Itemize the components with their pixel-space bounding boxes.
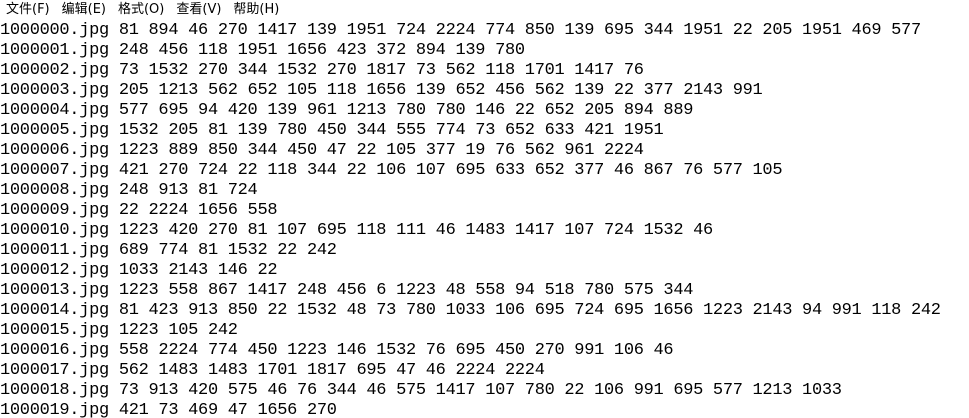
text-line: 1000008.jpg 248 913 81 724: [0, 181, 969, 201]
line-values: 205 1213 562 652 105 118 1656 139 652 45…: [118, 81, 763, 100]
text-line: 1000004.jpg 577 695 94 420 139 961 1213 …: [0, 101, 969, 121]
line-filename: 1000014.jpg: [0, 301, 109, 320]
line-filename: 1000015.jpg: [0, 321, 109, 340]
line-values: 73 1532 270 344 1532 270 1817 73 562 118…: [118, 61, 644, 80]
text-line: 1000019.jpg 421 73 469 47 1656 270: [0, 401, 969, 418]
line-filename: 1000007.jpg: [0, 161, 109, 180]
menu-bar: 文件(F) 编辑(E) 格式(O) 查看(V) 帮助(H): [0, 0, 969, 21]
text-line: 1000001.jpg 248 456 118 1951 1656 423 37…: [0, 41, 969, 61]
menu-format[interactable]: 格式(O): [117, 2, 165, 17]
text-line: 1000016.jpg 558 2224 774 450 1223 146 15…: [0, 341, 969, 361]
text-line: 1000015.jpg 1223 105 242: [0, 321, 969, 341]
line-filename: 1000000.jpg: [0, 21, 109, 40]
line-values: 1223 105 242: [118, 321, 238, 340]
line-values: 1223 889 850 344 450 47 22 105 377 19 76…: [118, 141, 644, 160]
line-filename: 1000016.jpg: [0, 341, 109, 360]
line-filename: 1000005.jpg: [0, 121, 109, 140]
line-values: 562 1483 1483 1701 1817 695 47 46 2224 2…: [118, 361, 545, 380]
menu-view[interactable]: 查看(V): [176, 2, 222, 17]
line-filename: 1000013.jpg: [0, 281, 109, 300]
line-values: 248 913 81 724: [118, 181, 258, 200]
line-filename: 1000018.jpg: [0, 381, 109, 400]
text-line: 1000011.jpg 689 774 81 1532 22 242: [0, 241, 969, 261]
line-filename: 1000009.jpg: [0, 201, 109, 220]
line-values: 1223 558 867 1417 248 456 6 1223 48 558 …: [118, 281, 694, 300]
line-filename: 1000001.jpg: [0, 41, 109, 60]
text-line: 1000000.jpg 81 894 46 270 1417 139 1951 …: [0, 21, 969, 41]
line-values: 558 2224 774 450 1223 146 1532 76 695 45…: [118, 341, 674, 360]
line-values: 421 270 724 22 118 344 22 106 107 695 63…: [118, 161, 783, 180]
line-values: 689 774 81 1532 22 242: [118, 241, 337, 260]
line-filename: 1000011.jpg: [0, 241, 109, 260]
text-line: 1000002.jpg 73 1532 270 344 1532 270 181…: [0, 61, 969, 81]
line-values: 421 73 469 47 1656 270: [118, 401, 337, 418]
text-line: 1000005.jpg 1532 205 81 139 780 450 344 …: [0, 121, 969, 141]
line-values: 22 2224 1656 558: [118, 201, 278, 220]
line-values: 248 456 118 1951 1656 423 372 894 139 78…: [118, 41, 525, 60]
line-values: 577 695 94 420 139 961 1213 780 780 146 …: [118, 101, 694, 120]
line-values: 1033 2143 146 22: [118, 261, 278, 280]
line-filename: 1000017.jpg: [0, 361, 109, 380]
text-line: 1000007.jpg 421 270 724 22 118 344 22 10…: [0, 161, 969, 181]
menu-help[interactable]: 帮助(H): [233, 2, 280, 17]
menu-file[interactable]: 文件(F): [6, 2, 50, 17]
line-filename: 1000012.jpg: [0, 261, 109, 280]
line-values: 81 894 46 270 1417 139 1951 724 2224 774…: [118, 21, 921, 40]
text-line: 1000006.jpg 1223 889 850 344 450 47 22 1…: [0, 141, 969, 161]
line-filename: 1000008.jpg: [0, 181, 109, 200]
text-line: 1000010.jpg 1223 420 270 81 107 695 118 …: [0, 221, 969, 241]
text-editor-area[interactable]: 1000000.jpg 81 894 46 270 1417 139 1951 …: [0, 21, 969, 418]
text-line: 1000018.jpg 73 913 420 575 46 76 344 46 …: [0, 381, 969, 401]
line-filename: 1000019.jpg: [0, 401, 109, 418]
line-filename: 1000003.jpg: [0, 81, 109, 100]
text-content: 1000000.jpg 81 894 46 270 1417 139 1951 …: [0, 21, 969, 418]
text-line: 1000003.jpg 205 1213 562 652 105 118 165…: [0, 81, 969, 101]
line-values: 81 423 913 850 22 1532 48 73 780 1033 10…: [118, 301, 941, 320]
line-values: 1223 420 270 81 107 695 118 111 46 1483 …: [118, 221, 713, 240]
menu-edit[interactable]: 编辑(E): [61, 2, 106, 17]
line-filename: 1000006.jpg: [0, 141, 109, 160]
line-values: 73 913 420 575 46 76 344 46 575 1417 107…: [118, 381, 842, 400]
text-line: 1000013.jpg 1223 558 867 1417 248 456 6 …: [0, 281, 969, 301]
line-values: 1532 205 81 139 780 450 344 555 774 73 6…: [118, 121, 664, 140]
text-line: 1000012.jpg 1033 2143 146 22: [0, 261, 969, 281]
line-filename: 1000010.jpg: [0, 221, 109, 240]
line-filename: 1000004.jpg: [0, 101, 109, 120]
text-line: 1000009.jpg 22 2224 1656 558: [0, 201, 969, 221]
text-line: 1000014.jpg 81 423 913 850 22 1532 48 73…: [0, 301, 969, 321]
line-filename: 1000002.jpg: [0, 61, 109, 80]
text-line: 1000017.jpg 562 1483 1483 1701 1817 695 …: [0, 361, 969, 381]
